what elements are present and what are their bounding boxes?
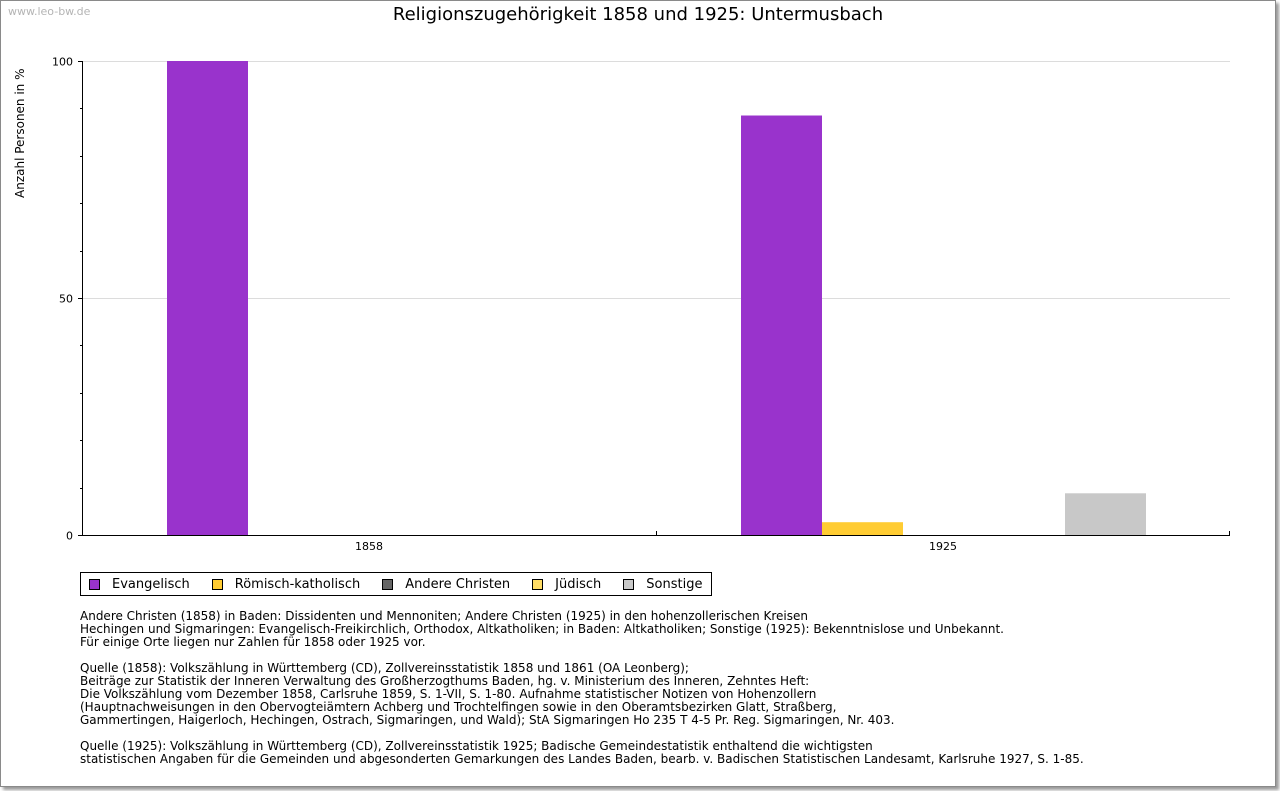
y-tick-label: 0 bbox=[66, 530, 73, 543]
note-source-1925: Quelle (1925): Volkszählung in Württembe… bbox=[80, 739, 1084, 766]
bar-r-misch-katholisch-1925 bbox=[822, 522, 903, 535]
bar-evangelisch-1925 bbox=[741, 115, 822, 535]
legend-item: Evangelisch bbox=[89, 577, 190, 592]
legend-swatch bbox=[382, 578, 394, 590]
chart-title: Religionszugehörigkeit 1858 und 1925: Un… bbox=[392, 4, 884, 25]
legend: Evangelisch Römisch-katholisch Andere Chri… bbox=[80, 572, 713, 596]
legend-label: Sonstige bbox=[646, 576, 703, 592]
x-tick-label: 1858 bbox=[355, 540, 383, 553]
bar-evangelisch-1858 bbox=[167, 61, 248, 535]
legend-swatch bbox=[211, 578, 223, 590]
legend-swatch bbox=[623, 578, 635, 590]
note-source-1858: Quelle (1858): Volkszählung in Württembe… bbox=[80, 661, 895, 727]
legend-label: Jüdisch bbox=[555, 576, 602, 592]
legend-label: Andere Christen bbox=[405, 576, 511, 592]
bar-sonstige-1925 bbox=[1065, 493, 1146, 535]
legend-item: Andere Christen bbox=[382, 577, 510, 592]
y-tick-label: 100 bbox=[52, 56, 73, 69]
legend-label: Evangelisch bbox=[112, 576, 190, 592]
legend-label: Römisch-katholisch bbox=[234, 576, 361, 592]
watermark: www.leo-bw.de bbox=[8, 5, 91, 18]
legend-item: Sonstige bbox=[623, 577, 702, 592]
notes: Andere Christen (1858) in Baden: Disside… bbox=[80, 610, 1084, 779]
legend-swatch bbox=[532, 578, 544, 590]
legend-swatch bbox=[89, 578, 100, 590]
y-tick-label: 50 bbox=[59, 293, 73, 306]
note-definitions: Andere Christen (1858) in Baden: Disside… bbox=[80, 609, 1004, 649]
legend-item: Römisch-katholisch bbox=[211, 576, 361, 592]
legend-item: Jüdisch bbox=[532, 577, 601, 592]
x-tick-label: 1925 bbox=[929, 540, 957, 553]
bar-chart: 0 50 100 1858 1925 bbox=[52, 56, 1230, 553]
